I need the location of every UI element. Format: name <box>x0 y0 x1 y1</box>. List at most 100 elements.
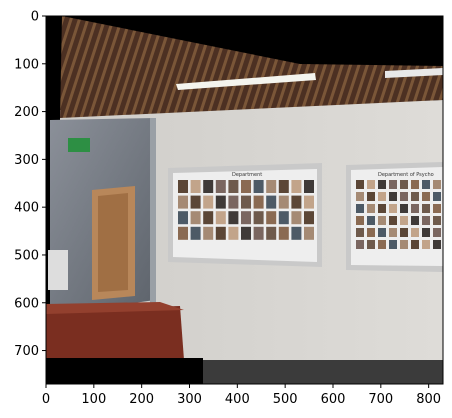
photo-content: Department Department of Psycho <box>46 16 443 384</box>
portrait-photo <box>266 195 277 209</box>
portrait-photo <box>433 180 441 189</box>
x-tick-label: 100 <box>81 392 106 407</box>
portrait-photo <box>178 226 188 240</box>
portrait-photo <box>356 216 364 225</box>
portrait-photo <box>304 195 314 209</box>
portrait-photo <box>241 211 251 225</box>
portrait-photo <box>433 192 441 201</box>
portrait-photo <box>367 228 375 237</box>
x-tick-label: 600 <box>321 392 346 407</box>
portrait-photo <box>356 240 364 249</box>
portrait-photo <box>389 216 397 225</box>
y-tick-label: 500 <box>14 248 39 263</box>
y-tick-label: 300 <box>14 153 39 168</box>
portrait-photo <box>378 204 386 213</box>
portrait-photo <box>291 180 302 193</box>
x-tick-label: 400 <box>225 392 250 407</box>
portrait-photo <box>190 211 201 225</box>
portrait-photo <box>400 180 408 189</box>
portrait-photo <box>378 228 386 237</box>
portrait-photo <box>241 180 251 193</box>
portrait-photo <box>228 180 239 193</box>
portrait-photo <box>178 211 188 225</box>
portrait-photo <box>203 180 214 193</box>
portrait-photo <box>400 240 408 249</box>
portrait-photo <box>190 226 201 240</box>
portrait-photo <box>291 226 302 240</box>
portrait-photo <box>433 204 441 213</box>
portrait-photo <box>389 192 397 201</box>
portrait-photo <box>400 216 408 225</box>
portrait-photo <box>411 192 419 201</box>
portrait-photo <box>266 211 277 225</box>
portrait-photo <box>291 211 302 225</box>
portrait-photo <box>266 180 277 193</box>
portrait-photo <box>291 195 302 209</box>
black-wedge <box>62 16 443 66</box>
portrait-photo <box>203 211 214 225</box>
ceiling-light-right <box>385 68 443 78</box>
portrait-photo <box>203 226 214 240</box>
ceiling-light <box>176 73 316 90</box>
portrait-photo <box>215 180 226 193</box>
frame-right-label: Department of Psycho <box>378 172 434 178</box>
portrait-photo <box>215 226 226 240</box>
x-tick-label: 300 <box>177 392 202 407</box>
portrait-photo <box>203 195 214 209</box>
portrait-photo <box>378 192 386 201</box>
portrait-photo <box>422 180 430 189</box>
portrait-photo <box>278 180 289 193</box>
portrait-photo <box>266 226 277 240</box>
portrait-photo <box>400 204 408 213</box>
portrait-photo <box>278 195 289 209</box>
y-tick-label: 600 <box>14 296 39 311</box>
x-tick-label: 700 <box>368 392 393 407</box>
portrait-photo <box>433 216 441 225</box>
portrait-photo <box>190 195 201 209</box>
portrait-photo <box>253 195 264 209</box>
portrait-photo <box>422 216 430 225</box>
portrait-photo <box>228 195 239 209</box>
portrait-photo <box>356 228 364 237</box>
portrait-photo <box>378 180 386 189</box>
exit-sign <box>68 138 90 152</box>
portrait-photo <box>389 240 397 249</box>
x-axis: 0 100 200 300 400 500 600 700 800 <box>42 384 441 407</box>
portrait-photo <box>367 204 375 213</box>
portrait-photo <box>378 240 386 249</box>
portrait-photo <box>241 226 251 240</box>
portrait-photo <box>178 180 188 193</box>
portrait-photo <box>278 211 289 225</box>
y-tick-label: 700 <box>14 344 39 359</box>
portrait-photo <box>411 204 419 213</box>
desk <box>46 306 184 362</box>
portrait-photo <box>356 180 364 189</box>
portrait-photo <box>433 228 441 237</box>
portrait-photo <box>422 240 430 249</box>
portrait-photo <box>215 211 226 225</box>
axes-frame <box>45 15 444 385</box>
x-tick-label: 800 <box>416 392 441 407</box>
portrait-photo <box>367 240 375 249</box>
portrait-photo <box>304 211 314 225</box>
portrait-photo <box>378 216 386 225</box>
portrait-photo <box>400 192 408 201</box>
portrait-photo <box>411 180 419 189</box>
y-axis: 0 100 200 300 400 500 600 700 <box>14 10 46 359</box>
photo-frame-right: Department of Psycho <box>346 162 443 272</box>
portrait-photo <box>367 192 375 201</box>
portrait-photo <box>367 216 375 225</box>
portrait-photo <box>367 180 375 189</box>
portrait-photo <box>241 195 251 209</box>
portrait-photo <box>190 180 201 193</box>
portrait-photo <box>304 226 314 240</box>
portrait-photo <box>253 226 264 240</box>
portrait-photo <box>422 228 430 237</box>
y-tick-label: 200 <box>14 105 39 120</box>
photo-frame-left: Department <box>168 163 322 267</box>
portrait-photo <box>304 180 314 193</box>
portrait-photo <box>389 180 397 189</box>
portrait-photo <box>389 228 397 237</box>
portrait-photo <box>356 204 364 213</box>
